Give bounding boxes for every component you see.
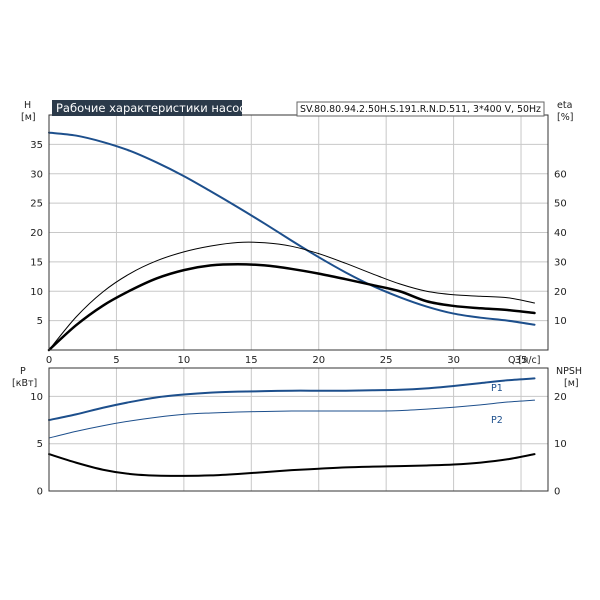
bottom-left-tick-label: 0 [37, 487, 43, 498]
top-left-tick-label: 15 [30, 257, 43, 268]
bottom-left-tick-label: 5 [37, 439, 43, 450]
bottom-right-tick-label: 0 [554, 487, 560, 498]
top-right-axis-unit: [%] [557, 112, 573, 123]
x-tick-label: 30 [447, 355, 460, 366]
x-axis-label: Q [л/с] [508, 355, 540, 366]
bottom-right-y-ticks: 0 10 20 [554, 392, 567, 498]
top-right-tick-label: 30 [554, 257, 567, 268]
top-right-axis-name: eta [557, 100, 572, 111]
x-tick-label: 15 [245, 355, 258, 366]
bottom-left-axis-name: P [20, 366, 26, 377]
bottom-series-line-2 [48, 453, 536, 477]
chart-title: Рабочие характеристики насоса [56, 101, 253, 115]
top-right-tick-label: 60 [554, 169, 567, 180]
model-label-box [296, 101, 545, 117]
series-label-p2: P2 [491, 415, 503, 426]
bottom-right-axis-unit: [м] [564, 378, 579, 389]
top-left-axis-name: H [24, 100, 31, 111]
top-left-y-ticks: 5 10 15 20 25 30 35 [30, 140, 43, 327]
top-left-axis-unit: [м] [21, 112, 36, 123]
top-series-line-2 [47, 262, 536, 352]
top-x-ticks: 0 5 10 15 20 25 30 35 [46, 355, 528, 366]
top-right-tick-label: 50 [554, 199, 567, 210]
top-left-tick-label: 10 [30, 287, 43, 298]
model-label: SV.80.80.94.2.50H.S.191.R.N.D.511, 3*400… [300, 104, 541, 115]
bottom-right-axis-name: NPSH [556, 366, 582, 377]
top-left-tick-label: 30 [30, 169, 43, 180]
x-tick-label: 20 [312, 355, 325, 366]
bottom-left-axis-unit: [кВт] [12, 378, 37, 389]
top-right-tick-label: 10 [554, 316, 567, 327]
top-left-tick-label: 25 [30, 199, 43, 210]
bottom-left-y-ticks: 0 5 10 [30, 392, 43, 498]
top-series-line-0 [48, 131, 536, 326]
bottom-plot-frame [48, 367, 549, 492]
top-left-tick-label: 35 [30, 140, 43, 151]
bottom-panel: 0 5 10 0 10 20 P [кВт] NPSH [м] P1 P2 [12, 366, 582, 498]
x-tick-label: 25 [380, 355, 393, 366]
top-right-tick-label: 40 [554, 228, 567, 239]
bottom-right-tick-label: 20 [554, 392, 567, 403]
top-left-tick-label: 20 [30, 228, 43, 239]
x-tick-label: 35 [515, 355, 528, 366]
bottom-series-line-p1 [48, 377, 536, 422]
top-grid [48, 115, 548, 350]
x-tick-label: 0 [46, 355, 52, 366]
top-panel: 0 5 10 15 20 25 30 35 5 10 15 20 25 30 35 10 20 30 40 50 6… [21, 100, 573, 366]
top-right-tick-label: 20 [554, 287, 567, 298]
top-series-layer [47, 131, 536, 352]
x-tick-label: 10 [177, 355, 190, 366]
x-tick-label: 5 [113, 355, 119, 366]
bottom-left-tick-label: 10 [30, 392, 43, 403]
bottom-series-line-p2 [48, 399, 536, 439]
chart-title-background [52, 100, 242, 116]
top-right-y-ticks: 10 20 30 40 50 60 [554, 169, 567, 327]
top-series-line-1 [48, 241, 536, 351]
series-label-p1: P1 [491, 383, 503, 394]
top-left-tick-label: 5 [37, 316, 43, 327]
bottom-right-tick-label: 10 [554, 439, 567, 450]
bottom-series-layer [48, 377, 536, 477]
